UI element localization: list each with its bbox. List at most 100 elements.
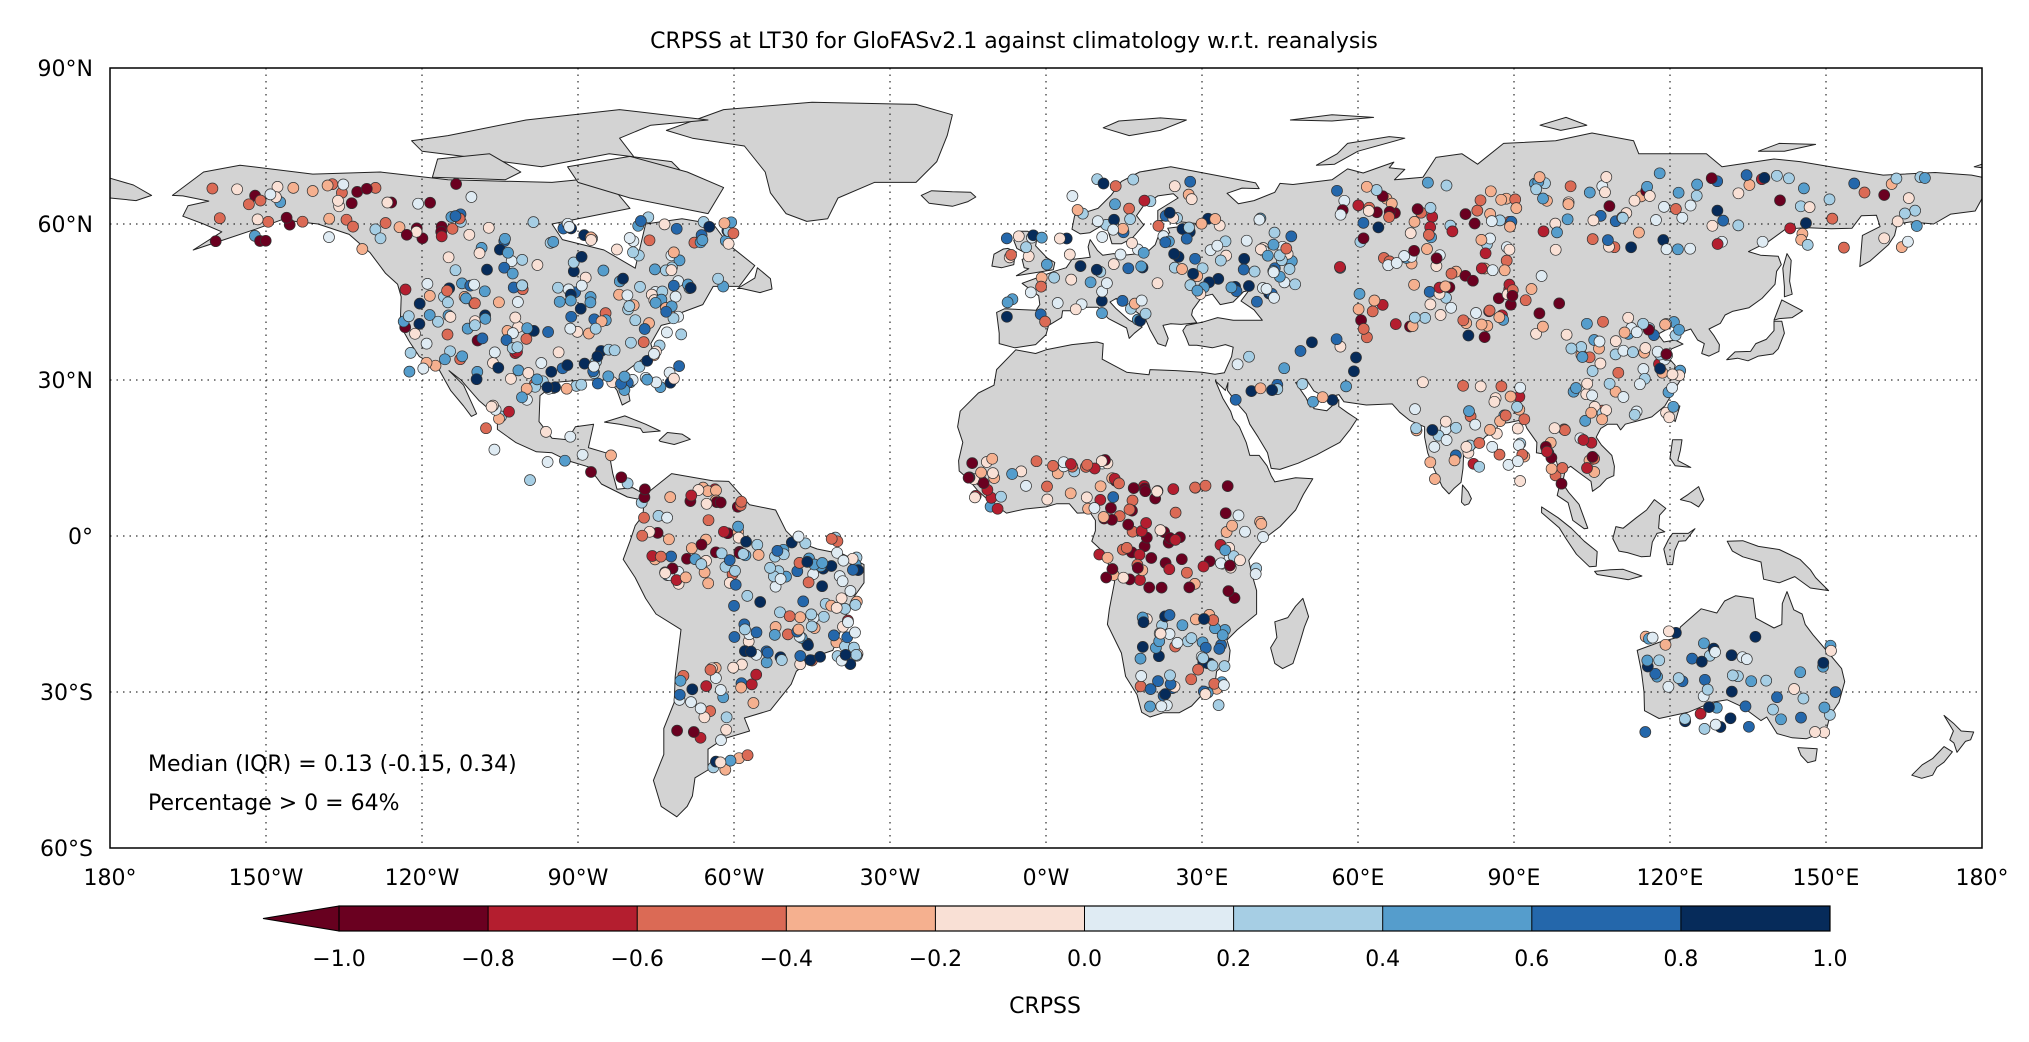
station-marker (535, 357, 548, 369)
station-marker (1145, 552, 1158, 564)
colorbar: −1.0 −0.8 −0.6 −0.4 −0.2 0.0 0.2 0.4 0.6 0.8 1.0 (262, 905, 1848, 972)
station-marker (835, 592, 848, 605)
station-marker (1071, 204, 1084, 216)
station-marker (1510, 202, 1523, 214)
station-marker (1535, 270, 1548, 282)
figure-title: CRPSS at LT30 for GloFASv2.1 against cli… (650, 29, 1378, 54)
station-marker (1408, 216, 1421, 228)
station-marker (1695, 655, 1708, 668)
station-marker (206, 182, 219, 195)
station-marker (1159, 688, 1172, 700)
station-marker (1784, 222, 1797, 235)
station-marker (764, 562, 776, 574)
station-marker (1537, 192, 1549, 205)
station-marker (969, 491, 981, 504)
station-marker (1257, 531, 1269, 543)
station-marker (718, 525, 730, 538)
station-marker (1743, 179, 1756, 191)
station-marker (655, 550, 667, 563)
station-marker (1063, 248, 1076, 261)
station-marker (1711, 204, 1724, 217)
new-siberian-islands-land (1757, 142, 1817, 152)
station-marker (966, 457, 979, 469)
station-marker (1051, 297, 1064, 309)
station-marker (1035, 231, 1048, 244)
station-marker (685, 696, 697, 708)
station-marker (449, 264, 462, 277)
station-marker (1135, 670, 1148, 682)
station-marker (1628, 194, 1641, 207)
station-marker (463, 228, 476, 241)
station-marker (1474, 380, 1487, 393)
station-marker (412, 197, 424, 210)
station-marker (761, 646, 774, 659)
station-marker (1478, 331, 1491, 343)
station-marker (450, 178, 462, 190)
station-marker (1691, 178, 1703, 191)
station-marker (574, 302, 587, 315)
colorbar-segment (1233, 906, 1383, 931)
station-marker (1101, 277, 1113, 289)
station-marker (565, 310, 578, 323)
lon-tick-label: 180° (84, 866, 137, 891)
japan-honshu-land (1726, 320, 1785, 362)
station-marker (1468, 217, 1481, 230)
station-marker (1020, 480, 1032, 492)
station-marker (323, 212, 336, 225)
newfoundland-land (737, 267, 773, 294)
station-marker (1101, 551, 1114, 564)
station-marker (1725, 649, 1738, 662)
station-marker (1136, 641, 1149, 653)
station-marker (332, 194, 344, 207)
station-marker (685, 542, 698, 555)
baffin-island-land (567, 155, 725, 215)
sakhalin-land (1782, 253, 1793, 298)
colorbar-segment (1680, 906, 1830, 931)
station-marker (521, 322, 534, 335)
station-marker (1498, 264, 1511, 277)
station-marker (669, 290, 682, 303)
station-marker (1283, 263, 1296, 275)
station-marker (1628, 408, 1641, 421)
station-marker (1268, 226, 1281, 239)
station-marker (1189, 252, 1201, 265)
station-marker (400, 228, 413, 241)
station-marker (473, 247, 486, 259)
station-marker (1134, 574, 1146, 586)
station-marker (1144, 683, 1157, 695)
station-marker (409, 327, 421, 340)
station-marker (564, 430, 577, 443)
station-marker (1646, 631, 1659, 644)
station-marker (1422, 176, 1434, 189)
station-marker (1774, 194, 1786, 207)
station-marker (602, 370, 615, 383)
station-marker (643, 234, 656, 247)
station-marker (695, 538, 708, 551)
station-marker (402, 310, 415, 323)
station-marker (1506, 289, 1519, 302)
station-marker (1663, 411, 1676, 424)
station-marker (702, 514, 715, 527)
station-marker (1659, 318, 1671, 331)
station-marker (1561, 213, 1574, 226)
station-marker (1616, 212, 1629, 224)
station-marker (1212, 699, 1225, 711)
station-marker (1139, 485, 1152, 498)
station-marker (673, 688, 686, 701)
station-markers (206, 167, 1931, 776)
station-marker (1537, 225, 1550, 238)
station-marker (441, 328, 454, 341)
station-marker (1756, 235, 1769, 248)
station-marker (618, 370, 631, 383)
station-marker (564, 322, 577, 335)
station-marker (775, 654, 788, 666)
station-marker (760, 656, 773, 669)
lon-tick-label: 60°E (1332, 866, 1385, 891)
station-marker (1448, 454, 1461, 467)
station-marker (1612, 366, 1625, 379)
station-marker (627, 246, 639, 259)
station-marker (825, 533, 838, 545)
station-marker (1545, 462, 1558, 475)
station-marker (1120, 542, 1133, 554)
station-marker (1660, 243, 1673, 256)
